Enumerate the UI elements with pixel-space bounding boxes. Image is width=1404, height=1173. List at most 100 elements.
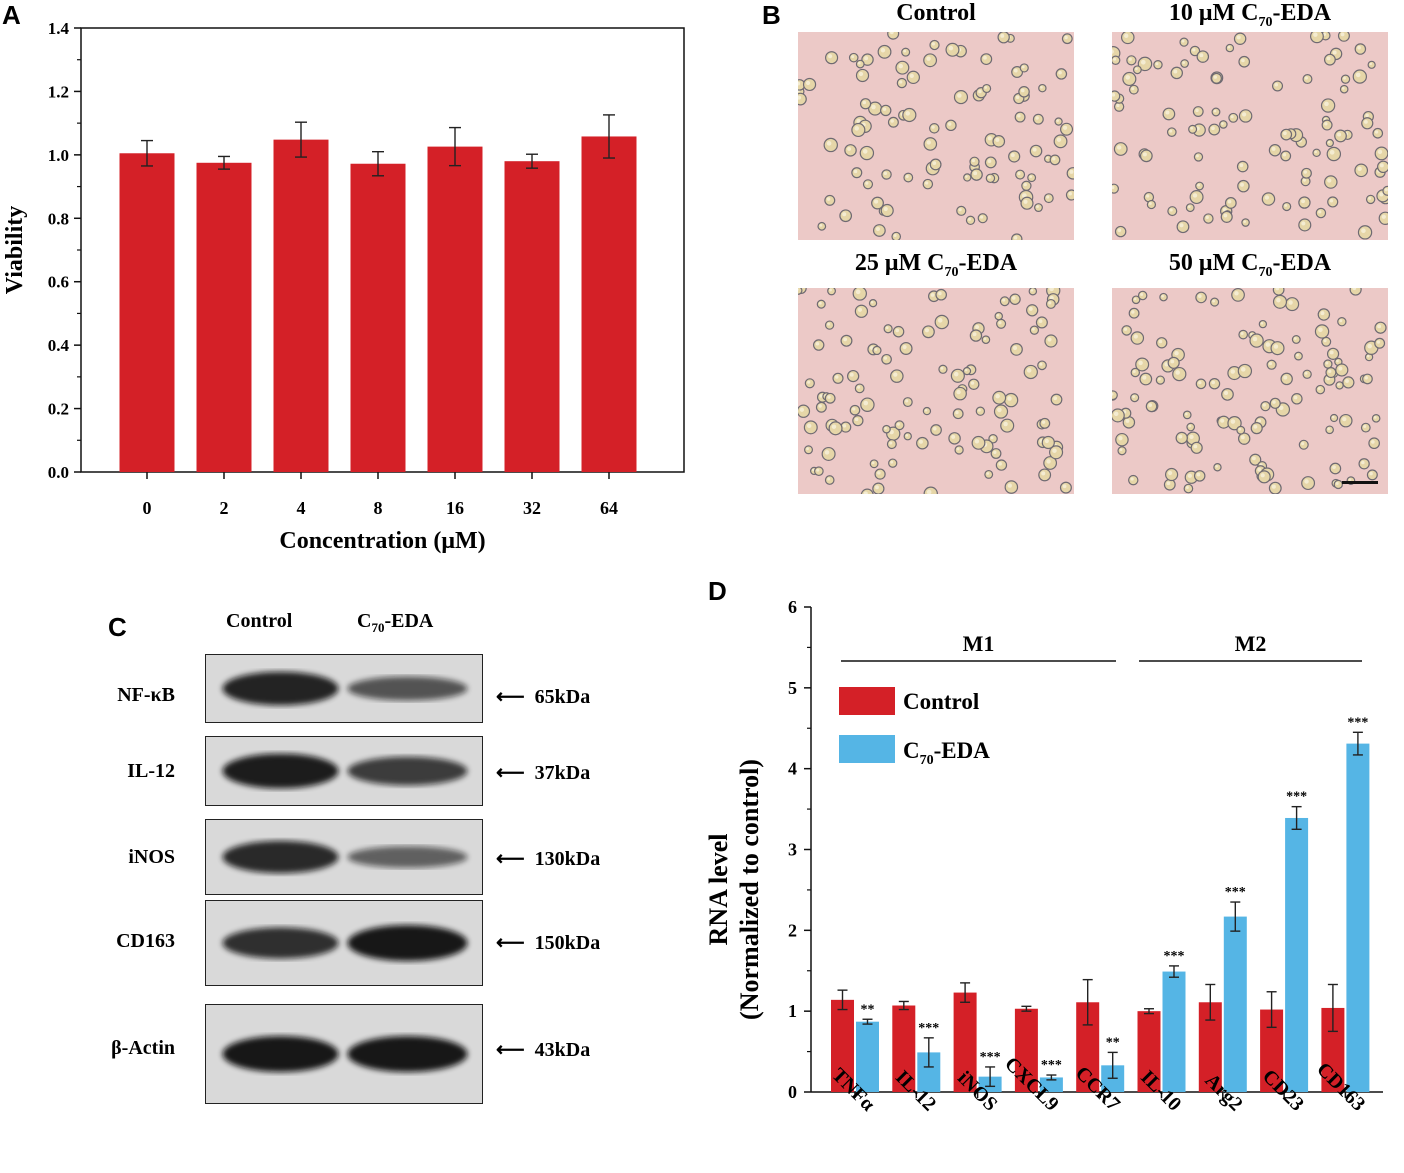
cell-highlight — [1355, 72, 1361, 78]
cell — [902, 397, 913, 408]
cell-highlight — [1047, 337, 1052, 342]
cell — [815, 401, 827, 413]
cell-highlight — [1049, 288, 1054, 292]
cell — [1324, 175, 1338, 189]
cell — [1167, 356, 1180, 369]
cell — [923, 53, 938, 68]
cell — [859, 145, 875, 161]
cell — [1008, 150, 1021, 163]
cell-highlight — [1303, 170, 1307, 174]
cell-highlight — [1296, 353, 1299, 357]
wb-label-nfkb: NF-κB — [117, 684, 175, 706]
bar-treated — [1285, 817, 1309, 1092]
legend-swatch-treated — [839, 735, 895, 763]
micrograph-title-50um: 50 μM C70-EDA — [1168, 250, 1332, 280]
y-axis-label-line2: (Normalized to control) — [735, 759, 764, 1020]
cell-highlight — [987, 159, 992, 163]
cell-highlight — [1157, 377, 1161, 381]
cell-highlight — [1036, 205, 1039, 208]
cell — [1188, 124, 1198, 134]
cell — [859, 98, 872, 110]
cell-highlight — [863, 491, 868, 494]
cell-highlight — [968, 217, 971, 221]
cell — [1339, 413, 1353, 428]
y-tick-label: 3 — [788, 840, 797, 860]
cell — [1203, 213, 1214, 224]
cell — [969, 329, 983, 342]
cell-highlight — [996, 313, 1000, 317]
cell — [812, 339, 825, 351]
cell-highlight — [1252, 336, 1258, 342]
cell — [1034, 203, 1043, 213]
cell — [1321, 336, 1332, 347]
blot-actin — [205, 1004, 483, 1104]
cell — [1291, 393, 1303, 405]
cell — [1298, 196, 1311, 209]
cell-highlight — [905, 111, 910, 116]
cell — [1162, 107, 1176, 121]
cell-highlight — [1062, 484, 1067, 489]
cell — [963, 173, 972, 182]
cell-highlight — [1329, 198, 1334, 203]
cell-highlight — [1343, 76, 1346, 80]
cell — [824, 392, 836, 404]
bar — [273, 139, 329, 473]
cell — [1041, 435, 1055, 450]
cell-highlight — [1119, 448, 1123, 452]
cell-highlight — [983, 337, 987, 341]
cell-highlight — [874, 199, 879, 204]
cell — [948, 432, 961, 445]
cell — [1291, 335, 1301, 344]
cell-highlight — [1124, 33, 1129, 38]
cell-highlight — [1041, 471, 1046, 476]
cell — [945, 42, 960, 57]
cell — [1023, 364, 1038, 380]
cell — [881, 169, 892, 180]
cell-highlight — [972, 332, 977, 337]
cell — [880, 203, 894, 218]
cell — [1354, 43, 1367, 55]
wb-label-inos: iNOS — [128, 846, 175, 868]
cell-highlight — [1026, 368, 1032, 373]
cell — [1298, 439, 1309, 450]
y-tick-label: 0.2 — [48, 400, 69, 419]
cell — [977, 213, 988, 224]
cell-highlight — [1048, 301, 1052, 305]
cell — [896, 77, 908, 89]
cell-highlight — [1304, 371, 1308, 375]
y-tick-label: 4 — [788, 759, 797, 779]
cell-highlight — [1039, 362, 1043, 366]
cell-highlight — [863, 400, 869, 406]
cell-highlight — [1381, 214, 1386, 219]
cell-highlight — [1169, 208, 1173, 212]
cell-highlight — [1116, 103, 1120, 108]
cell-highlight — [953, 371, 959, 377]
cell-highlight — [1175, 370, 1180, 375]
cell-highlight — [1142, 152, 1147, 157]
cell-highlight — [980, 215, 984, 219]
cell — [1186, 422, 1196, 432]
cell — [980, 53, 993, 66]
cell-highlight — [1193, 444, 1198, 449]
x-tick-label: 64 — [600, 498, 618, 518]
cell — [1357, 225, 1373, 240]
cell-highlight — [1052, 448, 1057, 453]
cell-highlight — [995, 137, 1000, 142]
blot-lanes — [222, 1036, 468, 1072]
cell — [1193, 152, 1204, 162]
y-tick-label: 1.2 — [48, 82, 69, 101]
y-tick-label: 0.4 — [48, 336, 70, 355]
cell-highlight — [998, 321, 1002, 325]
cell — [1026, 304, 1039, 317]
cell — [954, 445, 964, 455]
band-treated — [347, 846, 468, 868]
cell — [1270, 341, 1285, 356]
wb-label-actin: β-Actin — [111, 1037, 175, 1059]
cell-highlight — [1021, 65, 1025, 69]
cell-highlight — [1164, 362, 1169, 367]
cell — [817, 221, 827, 231]
cell-highlight — [1112, 185, 1115, 190]
cell — [1029, 144, 1043, 158]
cell-highlight — [1327, 140, 1331, 144]
cell — [1122, 71, 1137, 87]
